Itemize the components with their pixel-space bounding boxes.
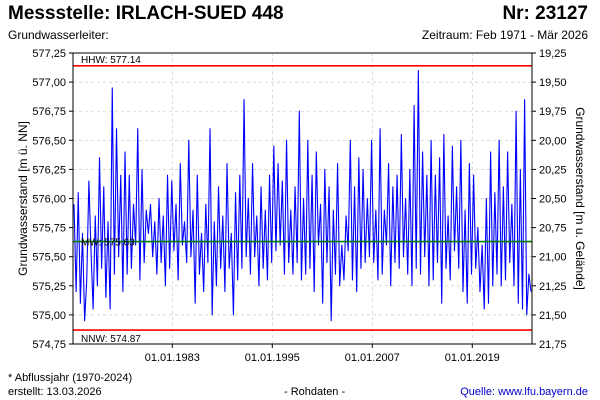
y-tick-label: 576,50 xyxy=(32,135,66,147)
station-number: Nr: 23127 xyxy=(502,3,588,24)
footnote: * Abflussjahr (1970-2024) xyxy=(8,372,133,384)
y-tick-label: 577,00 xyxy=(32,77,66,89)
y2-tick-label: 21,50 xyxy=(539,310,567,322)
reference-label: NNW: 574.87 xyxy=(81,334,141,345)
y2-tick-label: 20,75 xyxy=(539,223,567,235)
plot-frame xyxy=(72,52,533,345)
x-tick-label: 01.01.1995 xyxy=(245,352,300,364)
y-tick-label: 575,75 xyxy=(32,223,66,235)
y-tick-label: 575,50 xyxy=(32,252,66,264)
y-tick-label: 574,75 xyxy=(32,339,66,351)
reference-label: MW: 575.63 xyxy=(81,238,135,249)
y2-tick-label: 19,25 xyxy=(539,48,567,60)
period-label: Zeitraum: Feb 1971 - Mär 2026 xyxy=(421,28,588,42)
x-tick-label: 01.01.2007 xyxy=(345,352,400,364)
created-date: erstellt: 13.03.2026 xyxy=(8,386,102,398)
y2-tick-label: 21,25 xyxy=(539,281,567,293)
y2-tick-label: 19,50 xyxy=(539,77,567,89)
y-axis-title: Grundwasserstand [m ü. NN] xyxy=(16,121,30,276)
y-tick-label: 575,25 xyxy=(32,281,66,293)
rawdata-label: - Rohdaten - xyxy=(284,386,346,398)
y-tick-label: 576,25 xyxy=(32,164,66,176)
aquifer-label: Grundwasserleiter: xyxy=(8,28,109,42)
source-link[interactable]: Quelle: www.lfu.bayern.de xyxy=(460,386,588,398)
x-tick-label: 01.01.1983 xyxy=(145,352,200,364)
groundwater-series-line xyxy=(73,69,532,322)
y2-tick-label: 19,75 xyxy=(539,106,567,118)
reference-label: HHW: 577.14 xyxy=(81,55,141,66)
y2-axis-title: Grundwasserstand [m u. Gelände] xyxy=(573,107,587,290)
page-title: Messstelle: IRLACH-SUED 448 xyxy=(8,3,284,24)
y2-tick-label: 20,25 xyxy=(539,164,567,176)
y-tick-label: 576,75 xyxy=(32,106,66,118)
y-tick-label: 575,00 xyxy=(32,310,66,322)
y2-tick-label: 21,00 xyxy=(539,252,567,264)
y2-tick-label: 21,75 xyxy=(539,339,567,351)
y-tick-label: 577,25 xyxy=(32,48,66,60)
y2-tick-label: 20,50 xyxy=(539,194,567,206)
x-tick-label: 01.01.2019 xyxy=(445,352,500,364)
y2-tick-label: 20,00 xyxy=(539,135,567,147)
y-tick-label: 576,00 xyxy=(32,194,66,206)
